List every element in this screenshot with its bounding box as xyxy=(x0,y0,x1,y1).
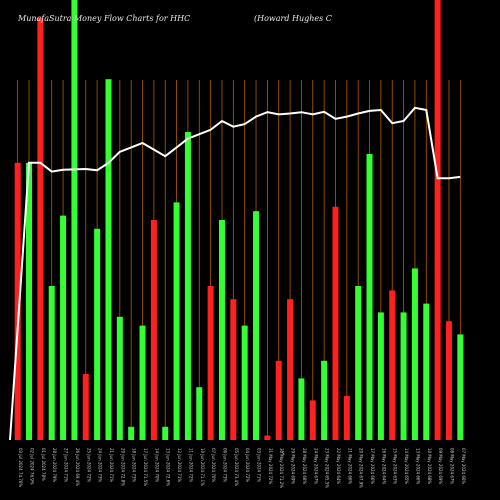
bar xyxy=(184,132,191,440)
bar xyxy=(264,435,271,440)
x-tick-label: 22 May 2024 64% xyxy=(336,448,341,484)
bar xyxy=(377,312,384,440)
x-tick-label: 21 Jun 2024 71% xyxy=(109,448,114,482)
center-mark: S xyxy=(282,451,285,456)
x-tick-label: 17 May 2024 66% xyxy=(370,448,375,484)
x-tick-label: 15 May 2024 63% xyxy=(393,448,398,484)
bar xyxy=(366,154,373,440)
bar xyxy=(321,360,328,440)
bar xyxy=(94,228,101,440)
bar xyxy=(26,162,33,441)
x-tick-label: 09 May 2024 69% xyxy=(438,448,443,484)
x-tick-label: 13 Jun 2024 72.6% xyxy=(166,448,171,486)
x-tick-label: 14 Jun 2024 70% xyxy=(154,448,159,482)
bar xyxy=(60,215,67,440)
x-tick-label: 24 Jun 2024 73% xyxy=(98,448,103,482)
x-tick-label: 28 May 2024 68% xyxy=(302,448,307,484)
x-tick-label: 18 Jun 2024 73% xyxy=(132,448,137,482)
bar xyxy=(411,268,418,440)
x-tick-label: 05 Jun 2024 73.4% xyxy=(234,448,239,486)
bar xyxy=(128,426,135,440)
x-tick-label: 30 May 2024 71.2% xyxy=(279,448,284,488)
x-tick-label: 20 May 2024 67.9% xyxy=(359,448,364,488)
x-tick-label: 10 Jun 2024 71.1% xyxy=(200,448,205,486)
x-tick-label: 03 Jun 2024 71% xyxy=(257,448,262,482)
money-flow-line xyxy=(9,106,461,441)
bar-series xyxy=(14,0,464,441)
x-tick-label: 03 Jul 2024 74.76% xyxy=(18,448,23,487)
x-tick-label: 20 Jun 2024 72.8% xyxy=(120,448,125,486)
x-tick-labels: 03 Jul 2024 74.76% 02 Jul 2024 76.9% 01 Ju… xyxy=(18,448,466,488)
bar xyxy=(400,312,407,440)
bar xyxy=(389,290,396,440)
bar xyxy=(14,162,21,441)
bar xyxy=(287,299,294,440)
x-tick-label: 23 May 2024 65.5% xyxy=(325,448,330,488)
bar xyxy=(116,316,123,440)
chart-title: MunafaSutra Money Flow Charts for HHC xyxy=(18,14,191,23)
bar xyxy=(37,17,44,440)
bar xyxy=(48,286,55,440)
bar xyxy=(162,426,169,440)
x-tick-label: 27 Jun 2024 71% xyxy=(64,448,69,482)
bar xyxy=(253,211,260,440)
bar xyxy=(139,325,146,440)
bar xyxy=(434,0,441,440)
x-tick-label: 26 Jun 2024 69.4% xyxy=(75,448,80,486)
bar xyxy=(298,378,305,440)
x-tick-label: 07 Jun 2024 70% xyxy=(211,448,216,482)
x-tick-label: 08 May 2024 67% xyxy=(449,448,454,484)
x-tick-label: 24 May 2024 67% xyxy=(313,448,318,484)
x-tick-label: 29 May 2024 69% xyxy=(291,448,296,484)
bar xyxy=(173,202,180,440)
x-tick-label: 07 May 2024 66% xyxy=(461,448,466,484)
bar xyxy=(343,396,350,440)
x-tick-label: 01 Jul 2024 78% xyxy=(41,448,46,481)
bar xyxy=(230,299,237,440)
bar xyxy=(196,387,203,440)
x-tick-label: 06 Jun 2024 73% xyxy=(222,448,227,482)
x-tick-label: 02 Jul 2024 76.9% xyxy=(30,448,35,485)
x-tick-label: 12 Jun 2024 71% xyxy=(177,448,182,482)
bar xyxy=(423,303,430,440)
bar xyxy=(105,79,112,440)
bar xyxy=(71,0,78,440)
bar xyxy=(207,286,214,440)
bar xyxy=(355,286,362,440)
x-tick-label: 13 May 2024 66% xyxy=(415,448,420,484)
bar xyxy=(309,400,316,440)
bar xyxy=(241,325,248,440)
bar xyxy=(82,374,89,440)
x-tick-label: 11 Jun 2024 72% xyxy=(188,448,193,482)
bar xyxy=(275,360,282,440)
line-series xyxy=(9,106,461,441)
bar xyxy=(218,220,225,440)
x-tick-label: 16 May 2024 64% xyxy=(381,448,386,484)
x-tick-label: 31 May 2024 72% xyxy=(268,448,273,484)
x-tick-label: 28 Jun 2024 79% xyxy=(52,448,57,482)
x-tick-label: 04 Jun 2024 72% xyxy=(245,448,250,482)
chart-subtitle: (Howard Hughes C xyxy=(254,14,332,23)
x-tick-label: 10 May 2024 68% xyxy=(427,448,432,484)
x-tick-label: 17 Jun 2024 71.5% xyxy=(143,448,148,486)
bar xyxy=(457,334,464,440)
bar xyxy=(150,220,157,440)
x-tick-label: 14 May 2024 65% xyxy=(404,448,409,484)
bar xyxy=(445,321,452,440)
x-tick-label: 25 Jun 2024 72% xyxy=(86,448,91,482)
x-tick-label: 21 May 2024 66% xyxy=(347,448,352,484)
bar xyxy=(332,206,339,440)
